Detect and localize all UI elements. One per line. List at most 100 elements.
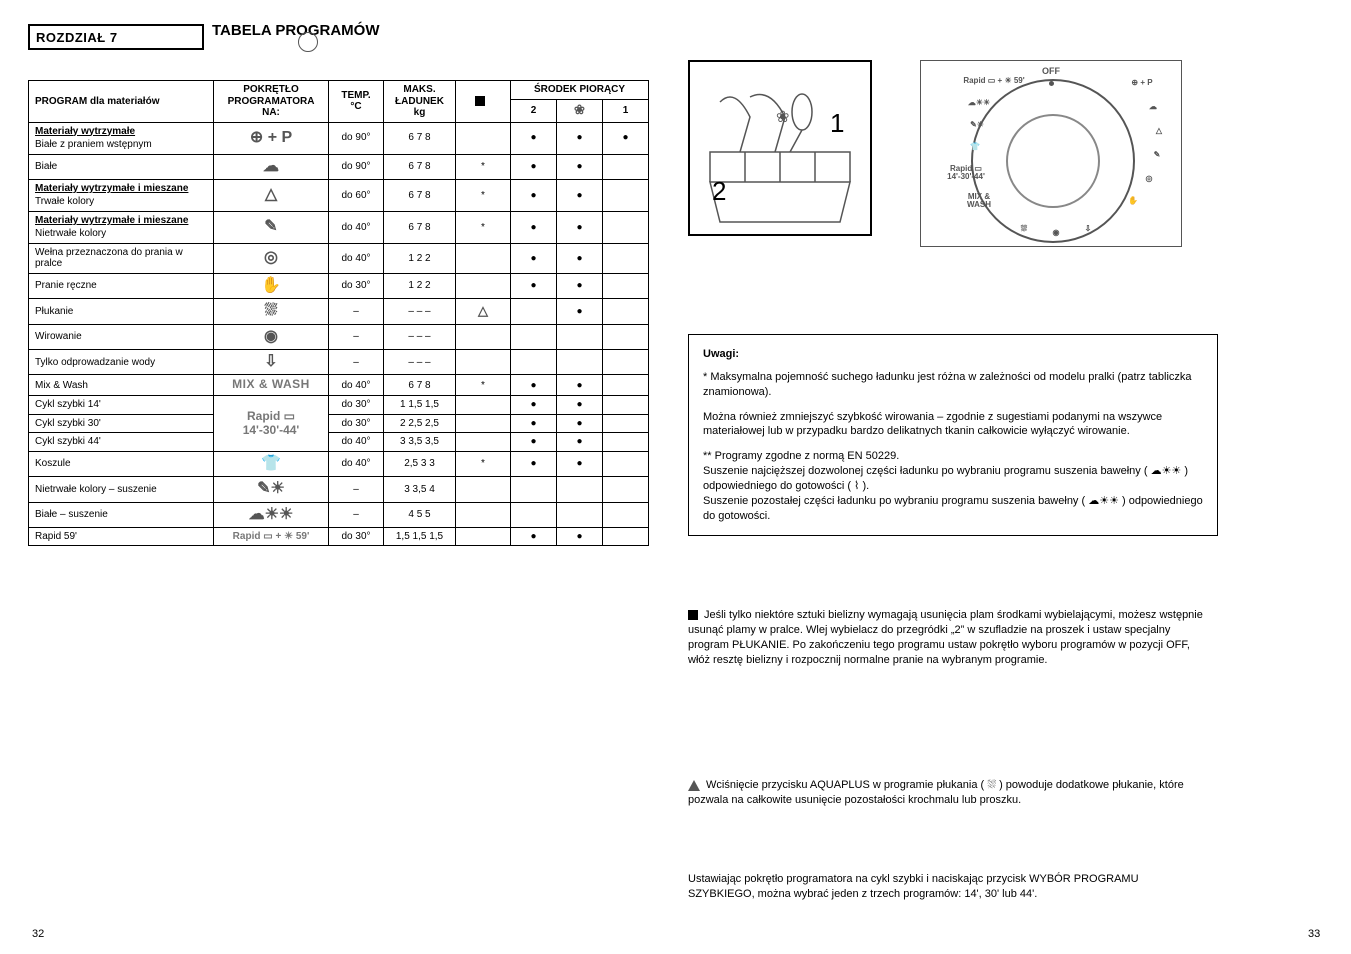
row-detergent: ● (511, 414, 557, 433)
row-detergent (603, 154, 649, 179)
row-temp: do 30° (329, 273, 384, 298)
row-note: * (456, 179, 511, 211)
row-icon: MIX & WASH (214, 375, 329, 396)
row-note (456, 414, 511, 433)
table-row: Tylko odprowadzanie wody⇩–– – – (29, 350, 649, 375)
row-detergent: ● (557, 243, 603, 273)
row-temp: do 40° (329, 451, 384, 476)
page-number-left: 32 (32, 928, 44, 940)
row-detergent (603, 273, 649, 298)
row-detergent (511, 299, 557, 324)
dial-label-fast: △ (1139, 127, 1179, 135)
table-row: Cykl szybki 14'Rapid ▭14'-30'-44'do 30°1… (29, 396, 649, 415)
row-note (456, 273, 511, 298)
row-detergent: ● (511, 527, 557, 546)
dial-label-rapid: Rapid ▭14'-30'-44' (931, 165, 1001, 182)
row-note (456, 433, 511, 452)
svg-text:1: 1 (830, 108, 844, 138)
table-row: Wirowanie◉–– – – (29, 324, 649, 349)
row-temp: do 40° (329, 243, 384, 273)
dial-label-delicate: ✎ (1137, 151, 1177, 159)
row-label: Płukanie (29, 299, 214, 324)
row-note: * (456, 451, 511, 476)
row-label: Tylko odprowadzanie wody (29, 350, 214, 375)
chapter-number: ROZDZIAŁ 7 (36, 30, 118, 45)
dial-off: OFF (1029, 67, 1073, 76)
row-detergent (557, 502, 603, 527)
row-load: 1,5 1,5 1,5 (384, 527, 456, 546)
row-icon: ⛆ (214, 299, 329, 324)
row-detergent: ● (511, 154, 557, 179)
dial-label-delicate-dry: ✎☀ (953, 121, 1001, 129)
row-detergent: ● (511, 451, 557, 476)
row-detergent: ● (557, 179, 603, 211)
row-detergent: ● (511, 273, 557, 298)
row-detergent (603, 396, 649, 415)
row-note: * (456, 154, 511, 179)
row-detergent (603, 527, 649, 546)
row-temp: do 60° (329, 179, 384, 211)
row-detergent: ● (557, 122, 603, 154)
note-square: Jeśli tylko niektóre sztuki bielizny wym… (688, 608, 1208, 667)
row-label: Koszule (29, 451, 214, 476)
row-note (456, 396, 511, 415)
dial-label-mixwash: MIX &WASH (955, 193, 1003, 210)
note-line-2: Można również zmniejszyć szybkość wirowa… (703, 410, 1203, 440)
dial-label-white-dry: ☁☀☀ (955, 99, 1003, 107)
row-detergent (603, 350, 649, 375)
row-temp: do 40° (329, 375, 384, 396)
row-detergent: ● (511, 179, 557, 211)
row-temp: – (329, 502, 384, 527)
th-program: PROGRAM dla materiałów (29, 81, 214, 123)
row-note (456, 350, 511, 375)
row-temp: – (329, 477, 384, 502)
row-icon: ⇩ (214, 350, 329, 375)
row-detergent: ● (557, 451, 603, 476)
row-label: Białe (29, 154, 214, 179)
row-detergent (557, 324, 603, 349)
row-note (456, 502, 511, 527)
row-label: Wełna przeznaczona do prania w pralce (29, 243, 214, 273)
row-label: Nietrwałe kolory – suszenie (29, 477, 214, 502)
row-temp: do 30° (329, 527, 384, 546)
row-detergent: ● (557, 414, 603, 433)
row-detergent (603, 433, 649, 452)
row-detergent (511, 350, 557, 375)
table-row: Cykl szybki 30'do 30°2 2,5 2,5●● (29, 414, 649, 433)
row-detergent (603, 375, 649, 396)
note-line-3b: Suszenie najcięższej dozwolonej części ł… (703, 464, 1203, 494)
program-dial-illustration: OFF Rapid ▭ + ☀ 59' ☁☀☀ ✎☀ 👕 Rapid ▭14'-… (920, 60, 1182, 247)
row-icon: Rapid ▭14'-30'-44' (214, 396, 329, 452)
row-detergent (603, 299, 649, 324)
th-note (456, 81, 511, 123)
square-icon (475, 96, 485, 106)
note-box: Uwagi: * Maksymalna pojemność suchego ła… (688, 334, 1218, 536)
row-load: – – – (384, 299, 456, 324)
row-detergent (557, 477, 603, 502)
row-detergent (511, 502, 557, 527)
svg-text:2: 2 (712, 176, 726, 206)
th-det-1: 1 (603, 99, 649, 122)
row-detergent (603, 502, 649, 527)
row-detergent (603, 451, 649, 476)
row-icon: ◉ (214, 324, 329, 349)
detergent-drawer-illustration: 1 2 ❀ (688, 60, 872, 236)
chapter-circle-icon (298, 32, 318, 52)
triangle-icon (688, 780, 700, 791)
row-note (456, 324, 511, 349)
th-det-2: 2 (511, 99, 557, 122)
row-load: 6 7 8 (384, 179, 456, 211)
row-temp: do 90° (329, 122, 384, 154)
dial-label-hand: ✋ (1113, 197, 1153, 205)
row-detergent (603, 211, 649, 243)
table-row: Materiały wytrzymałe i mieszaneTrwałe ko… (29, 179, 649, 211)
row-icon: △ (214, 179, 329, 211)
row-detergent (557, 350, 603, 375)
row-detergent (603, 477, 649, 502)
row-load: – – – (384, 324, 456, 349)
row-detergent: ● (511, 243, 557, 273)
note-rapid: Ustawiając pokrętło programatora na cykl… (688, 872, 1208, 902)
row-note (456, 243, 511, 273)
row-load: 1 2 2 (384, 273, 456, 298)
row-detergent (603, 414, 649, 433)
